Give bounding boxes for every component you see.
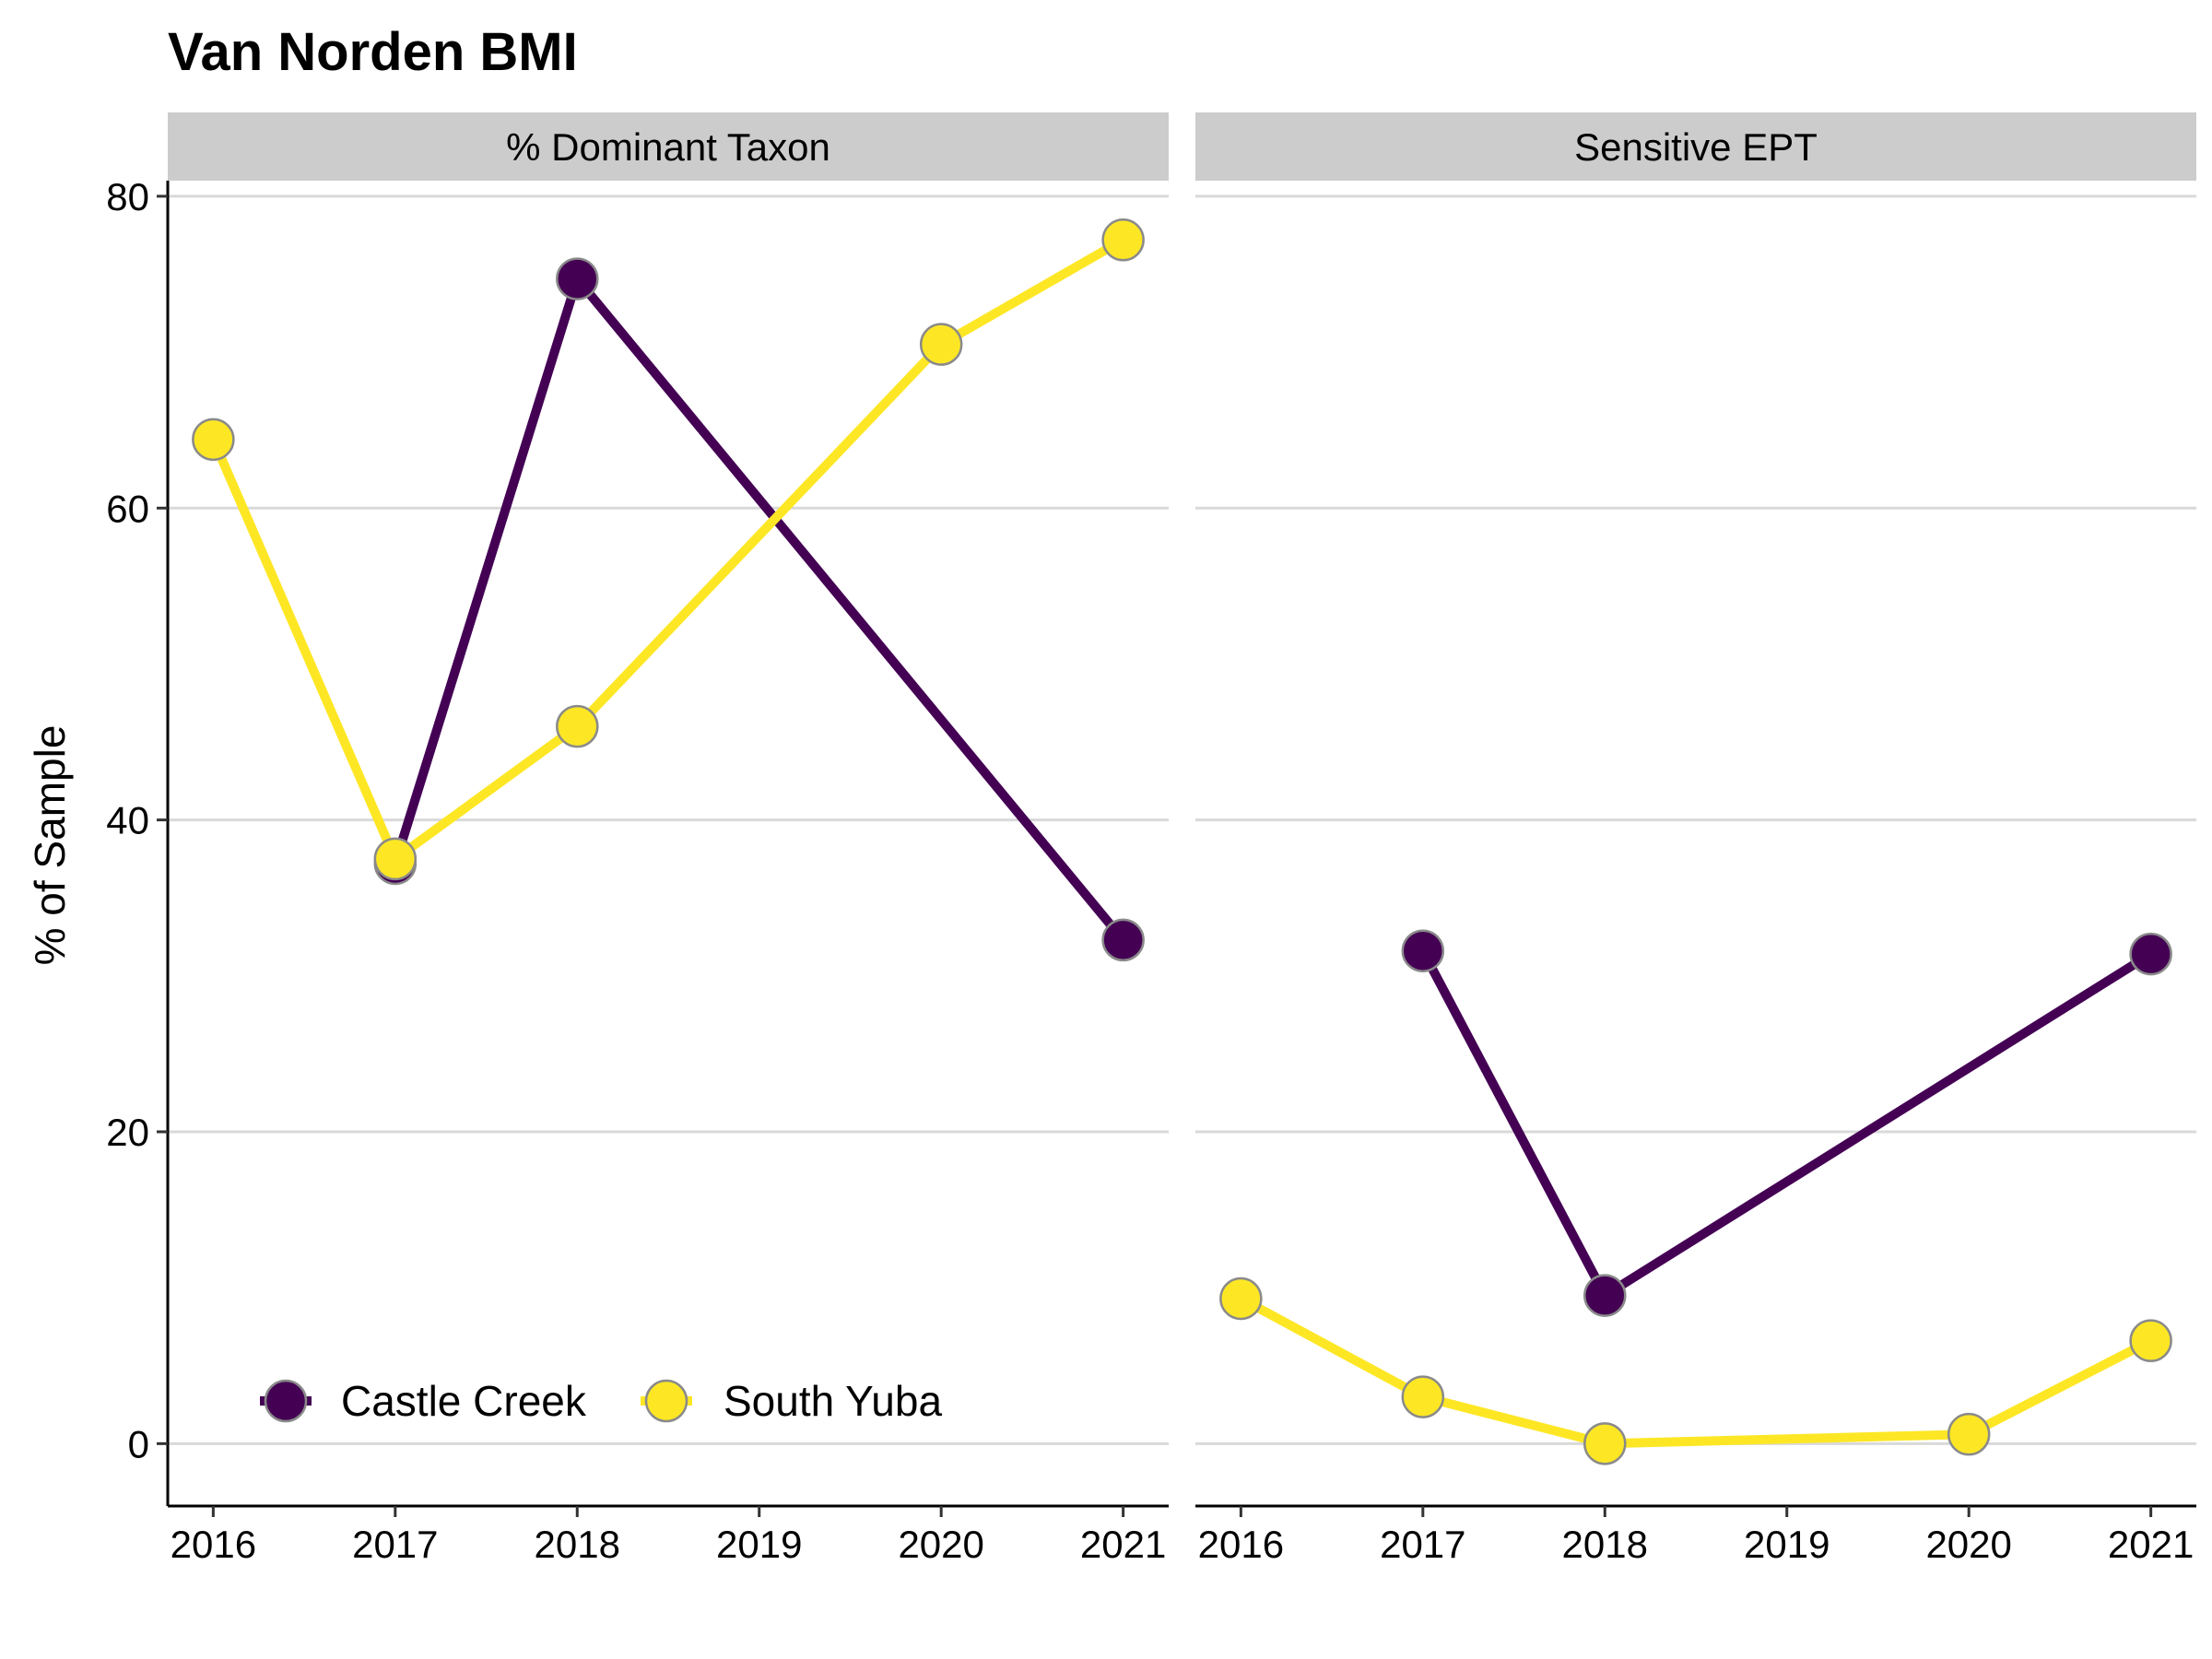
- legend-item-castle-creek: Castle Creek: [260, 1377, 587, 1425]
- facet-strip: [1195, 112, 2196, 181]
- data-point-castle-creek: [1101, 918, 1145, 962]
- data-point-south-yuba: [556, 704, 599, 748]
- data-point-south-yuba: [1101, 218, 1145, 262]
- x-tick-label: 2021: [2108, 1523, 2194, 1566]
- data-point-castle-creek: [556, 257, 599, 300]
- x-tick-label: 2021: [1080, 1523, 1166, 1566]
- data-point-castle-creek: [1401, 929, 1445, 972]
- y-tick-label: 60: [106, 487, 149, 530]
- data-point-south-yuba: [1401, 1375, 1445, 1418]
- y-axis-title: % of Sample: [26, 725, 74, 966]
- y-tick-label: 80: [106, 175, 149, 218]
- data-point-south-yuba: [1219, 1277, 1263, 1321]
- legend: Castle Creek South Yuba: [260, 1377, 942, 1425]
- x-tick-label: 2017: [1380, 1523, 1465, 1566]
- data-point-south-yuba: [1947, 1412, 1991, 1456]
- y-tick-label: 20: [106, 1111, 149, 1154]
- data-point-south-yuba: [919, 323, 963, 366]
- x-tick-label: 2019: [716, 1523, 802, 1566]
- facet-strip: [168, 112, 1169, 181]
- series-line-south-yuba: [1239, 1294, 2153, 1449]
- y-tick-label: 0: [128, 1422, 149, 1465]
- data-point-south-yuba: [192, 418, 235, 462]
- series-line-castle-creek: [391, 274, 1127, 944]
- x-tick-label: 2016: [171, 1523, 256, 1566]
- legend-key-point: [644, 1379, 688, 1423]
- data-point-castle-creek: [2129, 932, 2172, 976]
- x-tick-label: 2017: [352, 1523, 438, 1566]
- x-tick-label: 2018: [535, 1523, 620, 1566]
- series-line-south-yuba: [208, 235, 1126, 864]
- data-point-south-yuba: [373, 837, 418, 881]
- data-point-south-yuba: [2129, 1319, 2172, 1362]
- x-tick-label: 2020: [898, 1523, 983, 1566]
- panel-sensitive-ept: Sensitive EPT 2016 2017 2018 2019 2020 2021: [1195, 112, 2196, 1566]
- legend-item-south-yuba: South Yuba: [641, 1377, 942, 1425]
- series-line-castle-creek: [1418, 948, 2154, 1300]
- legend-label: South Yuba: [724, 1377, 942, 1425]
- legend-key-point: [264, 1379, 308, 1423]
- x-tick-label: 2018: [1562, 1523, 1648, 1566]
- chart-title: Van Norden BMI: [168, 22, 578, 82]
- data-point-castle-creek: [1583, 1274, 1627, 1317]
- x-tick-label: 2020: [1925, 1523, 2011, 1566]
- facet-strip-label: % Dominant Taxon: [506, 125, 830, 169]
- legend-label: Castle Creek: [341, 1377, 587, 1425]
- panel-dominant-taxon: % Dominant Taxon 0 20 40 60 80 2016 2017 2018 201…: [106, 112, 1169, 1566]
- x-tick-label: 2016: [1198, 1523, 1284, 1566]
- facet-strip-label: Sensitive EPT: [1574, 125, 1818, 169]
- x-tick-label: 2019: [1744, 1523, 1830, 1566]
- data-point-south-yuba: [1583, 1422, 1627, 1465]
- y-tick-label: 40: [106, 799, 149, 842]
